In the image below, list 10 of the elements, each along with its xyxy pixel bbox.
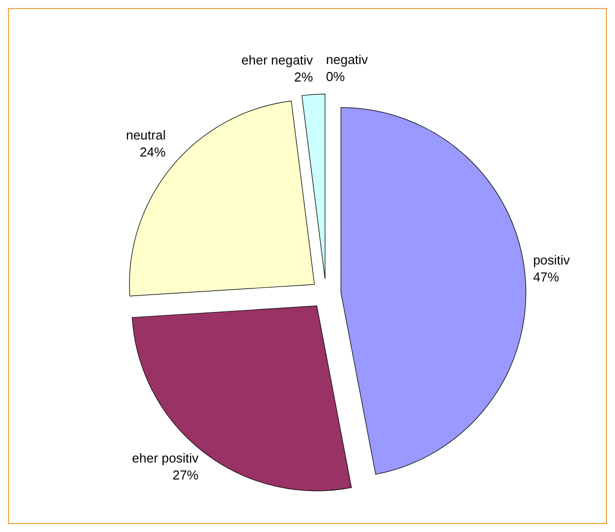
slice-label: eher positiv — [132, 450, 200, 466]
data-label: 2% — [294, 69, 314, 84]
data-label: 27% — [172, 467, 199, 482]
category-label: negativ — [326, 52, 368, 67]
slice-label: positiv — [533, 252, 570, 268]
text: 0% — [326, 69, 345, 84]
data-label: 47% — [533, 269, 560, 284]
data-label: 24% — [140, 144, 166, 160]
slice-label: neutral — [126, 127, 166, 142]
slice-label: eher negativ — [241, 52, 314, 68]
